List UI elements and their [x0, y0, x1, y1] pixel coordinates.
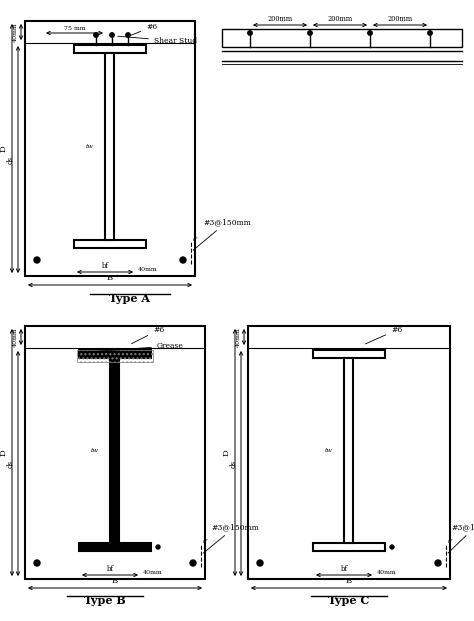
Text: Shear Stud: Shear Stud — [118, 36, 197, 45]
Text: 75 mm: 75 mm — [64, 26, 85, 31]
Bar — [25, 326, 205, 579]
Text: B: B — [346, 577, 352, 585]
Text: #3@150mm: #3@150mm — [203, 523, 259, 553]
Text: 40mm: 40mm — [236, 327, 241, 347]
Text: 40mm: 40mm — [138, 267, 158, 272]
Text: tf: tf — [203, 540, 208, 545]
Text: tw: tw — [325, 448, 333, 453]
Text: Type C: Type C — [328, 595, 370, 606]
Circle shape — [156, 545, 160, 549]
Bar — [345, 358, 354, 543]
Text: 40mm: 40mm — [143, 570, 163, 575]
Bar — [110, 358, 119, 543]
Circle shape — [110, 33, 114, 37]
Bar — [79, 543, 151, 551]
Text: tw: tw — [86, 144, 94, 149]
Text: D: D — [0, 145, 8, 152]
Text: #3@150mm: #3@150mm — [193, 218, 251, 250]
Bar — [74, 45, 146, 53]
Circle shape — [126, 33, 130, 37]
Circle shape — [34, 257, 40, 263]
Circle shape — [34, 560, 40, 566]
Text: tw: tw — [91, 448, 99, 453]
Text: #6: #6 — [131, 326, 164, 344]
Circle shape — [435, 560, 441, 566]
Circle shape — [190, 560, 196, 566]
Text: B: B — [107, 274, 113, 282]
Text: #6: #6 — [127, 23, 157, 37]
Text: B: B — [112, 577, 118, 585]
Bar — [248, 326, 450, 579]
Circle shape — [390, 545, 394, 549]
Text: Grease: Grease — [90, 342, 184, 352]
Circle shape — [368, 31, 372, 35]
Text: bf: bf — [101, 262, 109, 270]
Text: 200mm: 200mm — [387, 15, 413, 23]
Circle shape — [428, 31, 432, 35]
Text: D: D — [223, 449, 231, 456]
Text: ds: ds — [230, 460, 238, 468]
Text: ds: ds — [7, 460, 15, 468]
Bar — [106, 53, 115, 240]
Text: #3@150mm: #3@150mm — [448, 523, 474, 553]
Text: Type B: Type B — [84, 595, 126, 606]
Circle shape — [180, 257, 186, 263]
Bar — [25, 21, 195, 276]
Text: tf: tf — [193, 237, 198, 242]
Bar — [74, 240, 146, 248]
Text: Type A: Type A — [109, 293, 151, 304]
Text: 40mm: 40mm — [377, 570, 397, 575]
Text: bf: bf — [340, 565, 347, 573]
Text: 200mm: 200mm — [267, 15, 292, 23]
Text: D: D — [0, 449, 8, 456]
Text: ds: ds — [7, 155, 15, 163]
Bar — [222, 29, 462, 47]
Text: bf: bf — [107, 565, 114, 573]
Text: 40mm: 40mm — [13, 22, 18, 42]
Text: 200mm: 200mm — [328, 15, 353, 23]
Text: #6: #6 — [365, 326, 402, 344]
Circle shape — [248, 31, 252, 35]
Circle shape — [308, 31, 312, 35]
Text: 40mm: 40mm — [13, 327, 18, 347]
Circle shape — [94, 33, 98, 37]
Bar — [313, 543, 385, 551]
Text: tf: tf — [448, 540, 453, 545]
Bar — [313, 350, 385, 358]
Bar — [79, 350, 151, 358]
Bar — [77, 350, 153, 362]
Circle shape — [257, 560, 263, 566]
